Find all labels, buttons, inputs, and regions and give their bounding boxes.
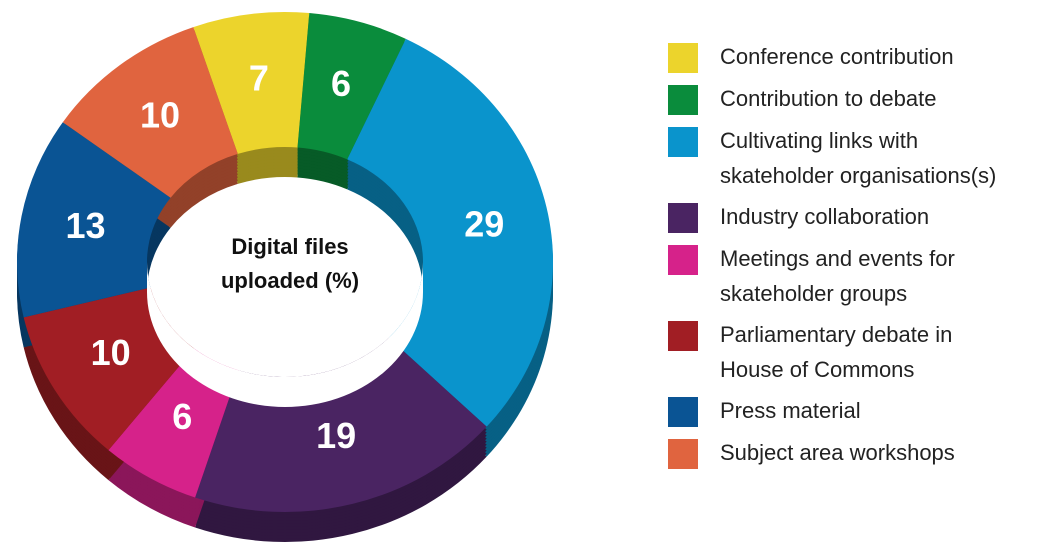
legend-swatch	[668, 397, 698, 427]
legend-label: Parliamentary debate in House of Commons	[720, 322, 952, 382]
slice	[297, 13, 406, 160]
slice	[23, 287, 195, 451]
legend-label: Conference contribution	[720, 44, 954, 69]
value-label: 10	[140, 95, 180, 136]
legend-swatch	[668, 127, 698, 157]
legend-swatch	[668, 321, 698, 351]
legend: Conference contribution Contribution to d…	[668, 43, 996, 469]
legend-label: Industry collaboration	[720, 204, 929, 229]
legend-swatch	[668, 85, 698, 115]
value-labels: 7 6 29 19 6 10 13 10	[65, 58, 504, 457]
legend-label: Meetings and events for skateholder group…	[720, 246, 955, 306]
slice	[62, 27, 238, 198]
slice	[17, 122, 171, 318]
legend-label: Cultivating links with skateholder organi…	[720, 128, 996, 188]
legend-swatch	[668, 439, 698, 469]
chart-title: Digital files uploaded (%)	[221, 234, 359, 293]
value-label: 13	[65, 205, 105, 246]
legend-swatch	[668, 43, 698, 73]
hole	[147, 262, 423, 407]
legend-label: Subject area workshops	[720, 440, 955, 465]
value-label: 10	[91, 332, 131, 373]
slices	[17, 12, 553, 513]
value-label: 19	[316, 415, 356, 456]
value-label: 29	[464, 204, 504, 245]
value-label: 6	[331, 63, 351, 104]
legend-label: Press material	[720, 398, 861, 423]
legend-label: Contribution to debate	[720, 86, 937, 111]
legend-swatch	[668, 203, 698, 233]
value-label: 6	[172, 396, 192, 437]
slice	[193, 12, 310, 154]
value-label: 7	[249, 58, 269, 99]
legend-swatch	[668, 245, 698, 275]
